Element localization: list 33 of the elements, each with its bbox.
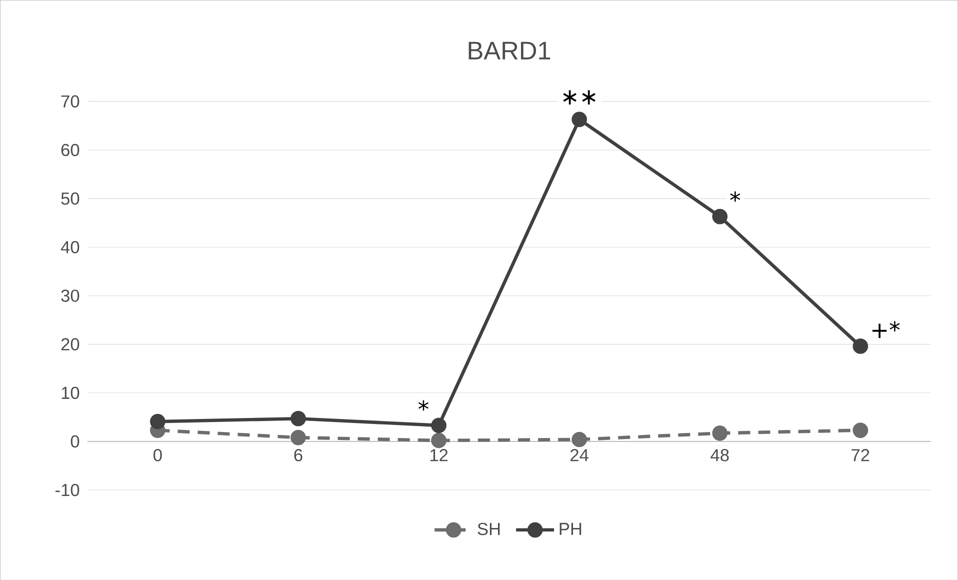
legend-label: PH — [560, 522, 582, 535]
x-tick-label: 48 — [710, 448, 729, 462]
annotation: +* — [872, 320, 900, 338]
y-tick-label: 70 — [61, 95, 80, 108]
point — [572, 112, 587, 127]
annotation: * — [730, 191, 740, 202]
y-tick-label: 30 — [61, 289, 80, 302]
legend-label: SH — [478, 522, 500, 535]
y-tick-label: 60 — [61, 144, 80, 156]
x-tick-label: 72 — [852, 448, 870, 461]
annotation: ∗∗ — [563, 90, 596, 104]
point — [852, 338, 868, 354]
point — [852, 422, 868, 438]
point — [431, 418, 446, 433]
point — [712, 208, 728, 224]
annotation: * — [418, 400, 428, 410]
x-tick-label: 24 — [570, 448, 588, 461]
y-tick-label: 50 — [61, 192, 80, 205]
chart-title: BARD1 — [468, 42, 550, 60]
point — [712, 425, 728, 441]
point — [572, 432, 587, 447]
x-tick-label: 0 — [154, 448, 162, 462]
x-tick-label: 6 — [294, 448, 302, 462]
y-tick-label: 40 — [60, 240, 80, 254]
y-tick-label: -10 — [56, 484, 80, 496]
point — [290, 430, 306, 446]
point — [431, 432, 446, 448]
y-tick-label: 0 — [70, 435, 80, 448]
point — [290, 410, 306, 426]
y-tick-label: 10 — [62, 386, 80, 399]
y-tick-label: 20 — [61, 338, 80, 350]
point — [150, 414, 166, 430]
x-tick-label: 12 — [430, 448, 448, 461]
